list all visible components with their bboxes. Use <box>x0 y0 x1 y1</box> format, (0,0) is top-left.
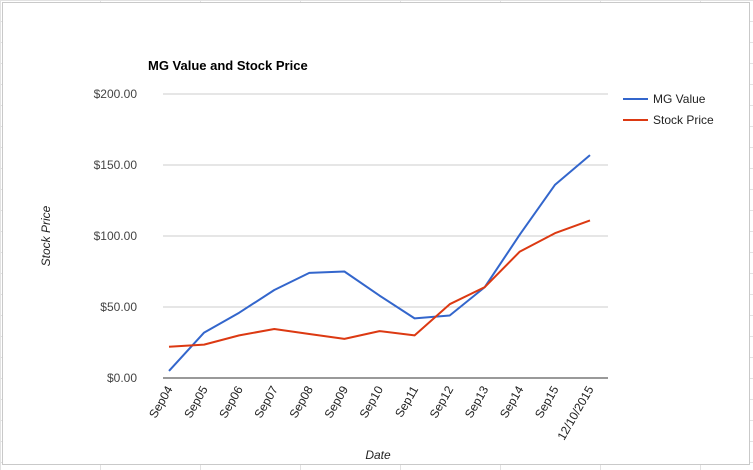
x-tick-label: Sep13 <box>462 383 492 420</box>
series-line-stock-price <box>168 219 591 348</box>
x-tick-label: Sep09 <box>322 383 352 420</box>
x-axis-ticks: Sep04 Sep05 Sep06 Sep07 Sep08 Sep09 Sep10 Sep11… <box>146 383 597 442</box>
y-tick-label: $100.00 <box>94 229 138 243</box>
chart-container[interactable]: MG Value and Stock Price $0.00 $50.00 $100… <box>2 2 750 465</box>
x-tick-label: Sep04 <box>146 383 176 420</box>
x-tick-label: Sep07 <box>251 383 281 420</box>
x-tick-label: Sep06 <box>216 383 246 420</box>
series-line-mg-value <box>168 154 591 372</box>
y-tick-label: $200.00 <box>94 87 138 101</box>
series-lines <box>168 154 591 372</box>
y-axis-ticks: $0.00 $50.00 $100.00 $150.00 $200.00 <box>94 87 138 385</box>
x-tick-label: Sep11 <box>392 383 421 420</box>
x-tick-label: Sep15 <box>532 383 562 420</box>
x-tick-label: Sep10 <box>357 383 387 420</box>
legend-label: MG Value <box>653 92 706 106</box>
x-tick-label: Sep05 <box>181 383 211 420</box>
line-chart: MG Value and Stock Price $0.00 $50.00 $100… <box>39 58 714 462</box>
x-axis-title: Date <box>365 448 391 462</box>
y-tick-label: $150.00 <box>94 158 138 172</box>
legend: MG Value Stock Price <box>623 92 714 127</box>
x-tick-label: Sep14 <box>497 383 527 420</box>
y-tick-label: $0.00 <box>107 371 137 385</box>
gridlines <box>163 93 608 308</box>
y-axis-title: Stock Price <box>39 205 53 266</box>
x-tick-label: Sep12 <box>427 383 457 420</box>
y-tick-label: $50.00 <box>100 300 137 314</box>
legend-label: Stock Price <box>653 113 714 127</box>
chart-title: MG Value and Stock Price <box>148 58 308 73</box>
x-tick-label: Sep08 <box>286 383 316 420</box>
x-tick-label: 12/10/2015 <box>554 383 596 442</box>
